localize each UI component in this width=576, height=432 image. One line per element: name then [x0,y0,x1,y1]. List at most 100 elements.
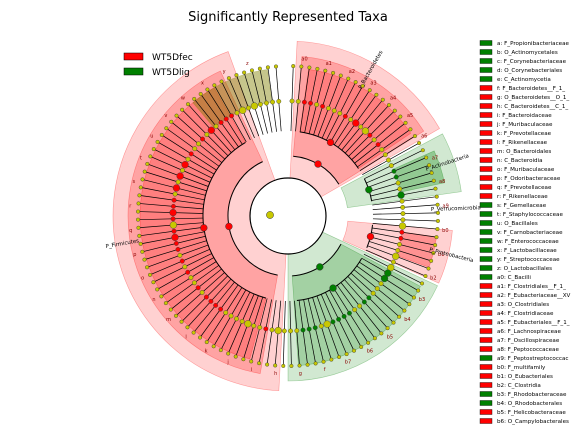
leaf-node [392,108,397,113]
biomarker-swatch [479,76,493,82]
leaf-node [137,233,142,238]
branch-line [372,204,438,210]
branch-line [275,66,282,132]
branch-line [369,241,432,262]
branch-line [329,290,362,348]
branch-line [294,300,300,366]
biomarker-swatch [479,247,493,253]
leaf-node [367,88,372,93]
biomarker-swatch [479,283,493,289]
leaf-node [429,258,434,263]
branch-line [175,272,225,317]
leaf-node [434,235,439,240]
biomarker-swatch [479,40,493,46]
branch-line [187,278,232,328]
biomarker-label: a1: F_Clostridiales__F_1_ [497,284,566,290]
root-node [266,211,274,219]
clade-node [388,163,394,168]
leaf-node [435,227,440,232]
biomarker-swatch [479,148,493,154]
leaf-node [155,287,160,292]
biomarker-swatch [479,85,493,91]
branch-line [165,265,220,304]
clade-letter: i [251,367,252,373]
biomarker-swatch [479,301,493,307]
clade-letter: a4 [390,96,396,102]
leaf-node [297,363,302,368]
biomarker-label: b0: F_multifamily [497,365,546,371]
class-node [366,232,375,241]
biomarker-swatch [479,310,493,316]
biomarker-swatch [479,94,493,100]
leaf-node [426,266,431,271]
clade-node [302,99,307,105]
clade-node [191,280,197,286]
biomarker-label: k: F_Prevotellaceae [497,131,552,137]
biomarker-label: j: F_Muribaculaceae [496,122,553,128]
clade-node [185,156,191,162]
clade-node [172,191,178,197]
clade-letter: b5 [387,334,393,340]
leaf-node [174,313,179,318]
leaf-node [423,274,428,279]
clade-node [171,197,177,203]
leaf-node [257,66,262,71]
branch-line [200,93,239,148]
biomarker-label: b5: F_Helicobacteraceae [497,410,566,416]
clade-node [179,258,185,264]
clade-node [318,323,324,329]
clade-label-layer: a0 a1 a2 a3 a4 a5 a6 a7 a8 a9 b0 b1 b2 b3 b4 b5 b6 b7 f g h i… [105,50,481,377]
branch-line [348,110,396,157]
branch-line [351,116,401,160]
biomarker-swatch [479,391,493,397]
clade-node [276,98,282,104]
biomarker-swatch [479,346,493,352]
leaf-node [420,281,425,286]
biomarker-label: a4: F_Clostridiaceae [497,311,554,317]
leaf-node [359,344,364,349]
biomarker-label: a8: F_Peptococcaceae [497,347,559,353]
leaf-node [321,359,326,364]
branch-line [206,287,243,343]
branch-line [364,149,423,180]
branch-line [298,300,308,365]
biomarker-swatch [479,130,493,136]
leaf-node [226,351,231,356]
branch-line [307,298,324,362]
clade-node [370,290,376,296]
leaf-node [412,134,417,139]
clade-node [400,204,406,210]
clade-letter: a5 [407,113,413,119]
biomarker-label: l: F_Rikenellaceae [497,140,548,146]
clade-node [337,110,343,116]
biomarker-label: a: F_Propionibacteriaceae [497,41,570,47]
branch-line [193,281,235,333]
leaf-node [337,355,342,360]
branch-line [369,172,432,192]
clade-node [234,110,240,116]
leaf-node [179,319,184,324]
biomarker-swatch [479,319,493,325]
leaf-node [138,241,143,246]
biomarker-label: b6: O_Campylobacterales [497,419,569,425]
branch-line [207,89,243,145]
leaf-node [353,80,358,85]
leaf-node [168,307,173,312]
branch-line [372,212,438,215]
biomarker-swatch [479,373,493,379]
clade-letter: b7 [345,360,351,366]
clade-letter: v [164,113,167,119]
clade-node [246,105,251,111]
biomarker-label: o: F_Muribaculaceae [497,167,555,173]
clade-node [177,252,183,258]
leaf-node [435,202,440,207]
clade-node [400,211,406,216]
clade-letter: a8 [439,179,445,185]
clade-node [264,100,269,106]
clade-node [397,242,402,247]
clade-letter: r [129,203,132,209]
branch-line [299,67,310,132]
leaf-node [151,280,156,285]
clade-letter: m [166,317,171,323]
